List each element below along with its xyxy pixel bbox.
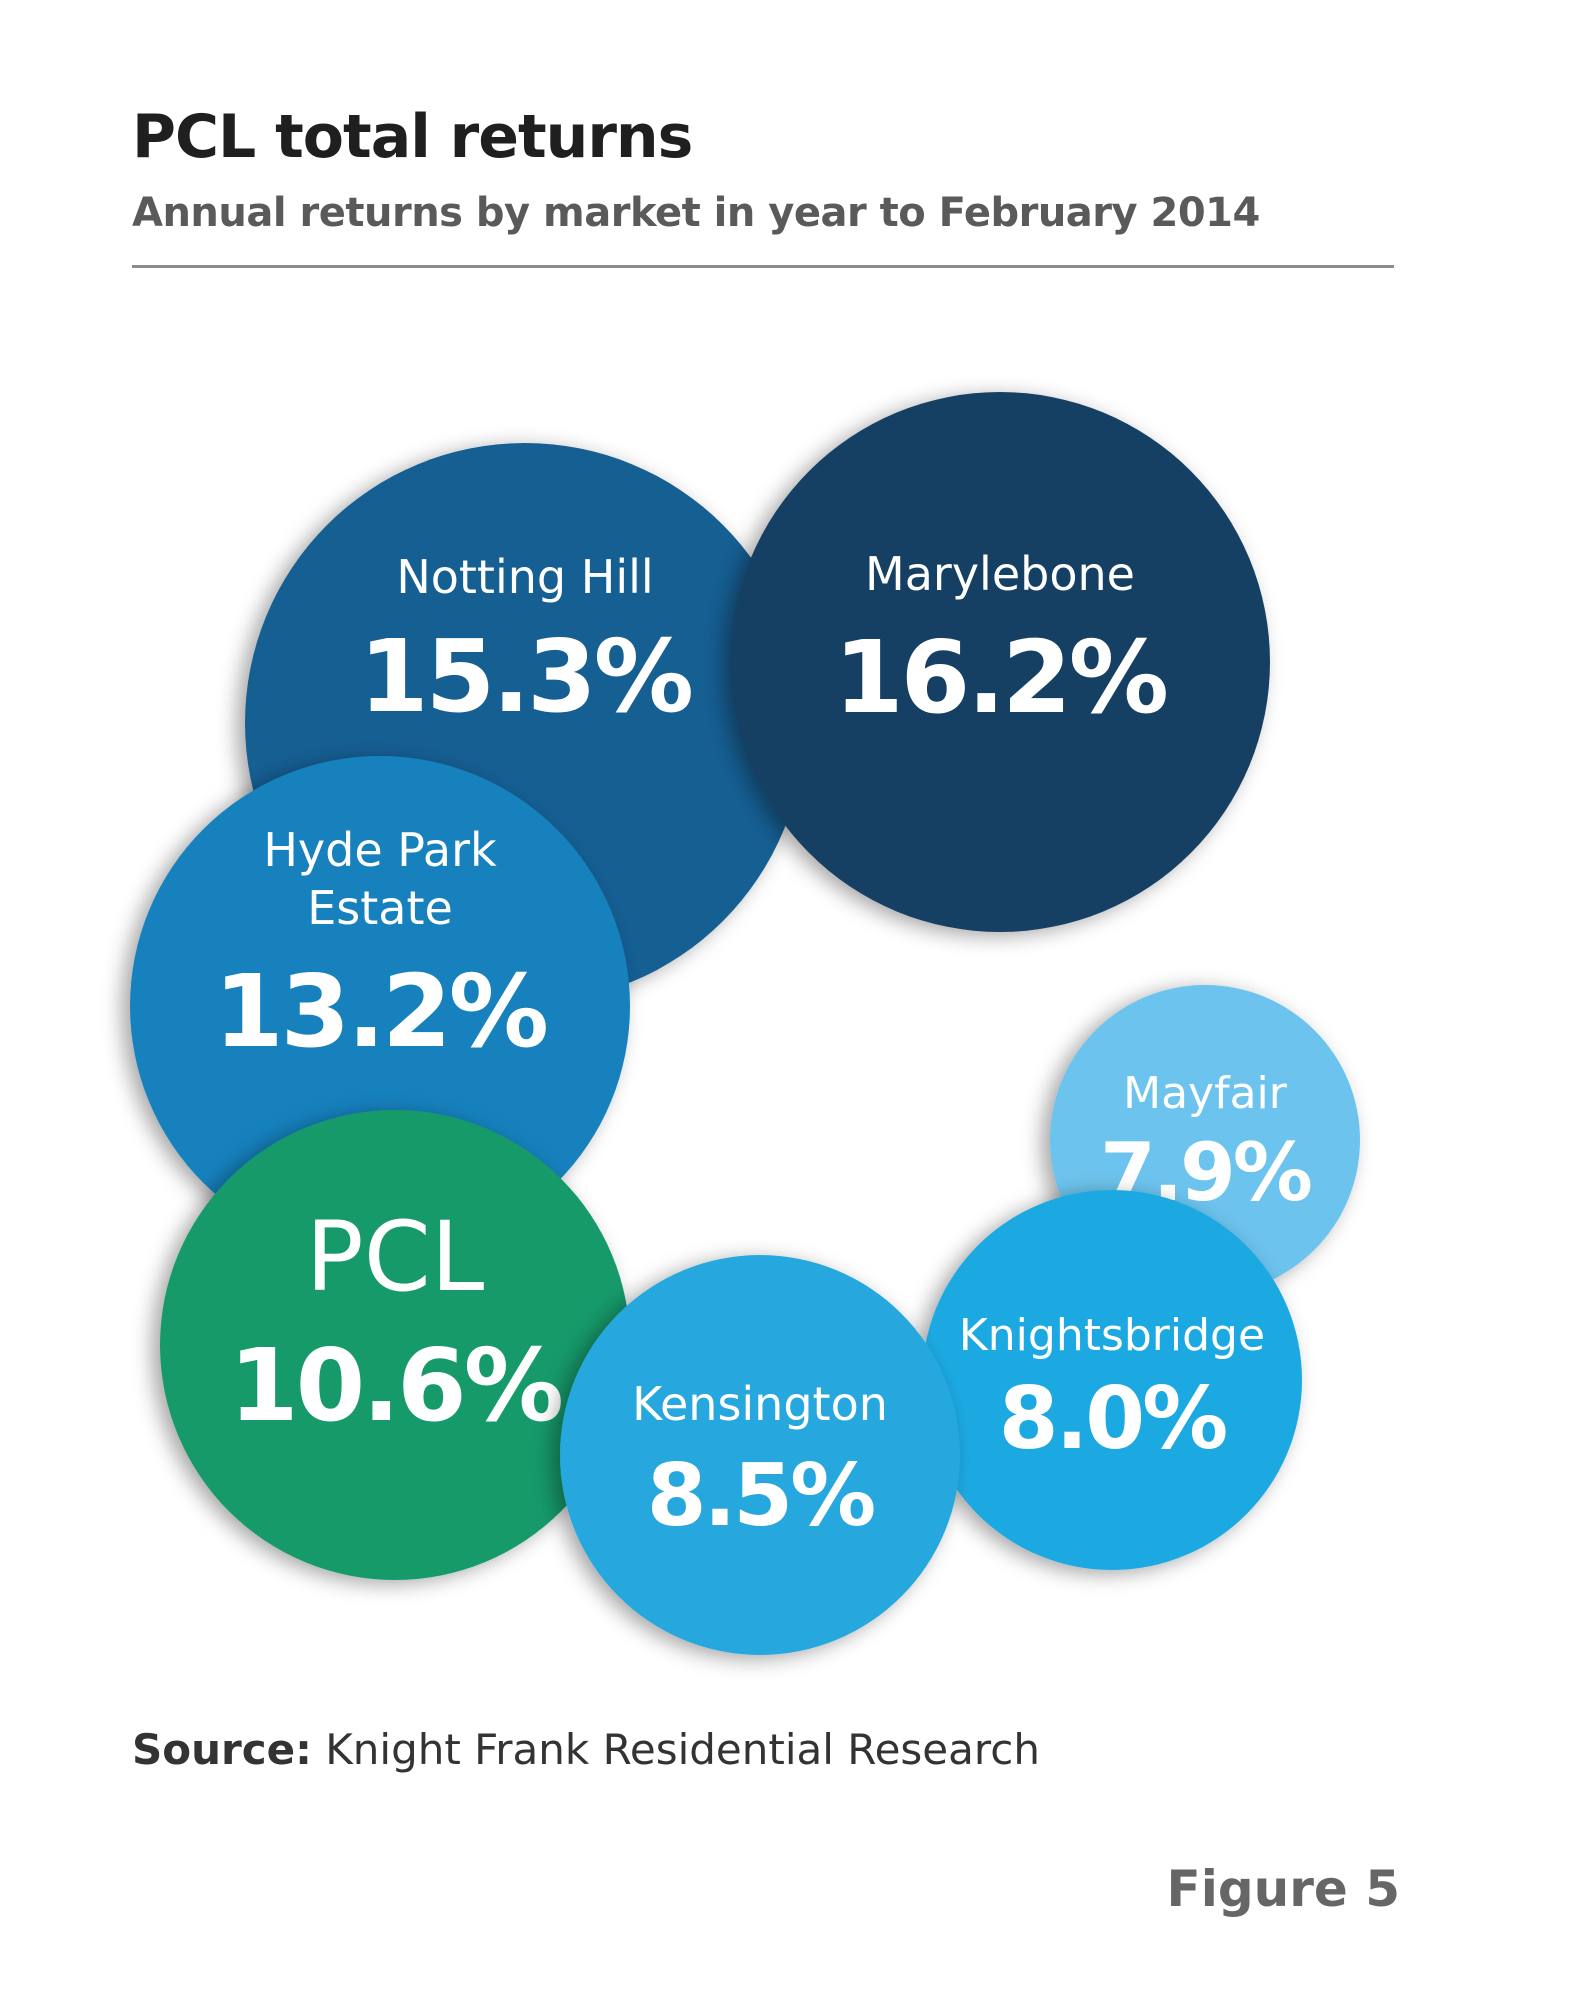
bubble-label-knightsbridge: Knightsbridge [959, 1310, 1265, 1361]
bubble-pcl: PCL 10.6% [160, 1110, 630, 1580]
bubble-kensington: Kensington 8.5% [560, 1255, 960, 1655]
bubble-label-marylebone: Marylebone [865, 547, 1135, 601]
source-text: Knight Frank Residential Research [311, 1725, 1040, 1774]
chart-subtitle: Annual returns by market in year to Febr… [132, 190, 1260, 236]
source-note: Source: Knight Frank Residential Researc… [132, 1725, 1040, 1774]
bubble-label-pcl: PCL [306, 1201, 484, 1313]
bubble-marylebone: Marylebone 16.2% [730, 392, 1270, 932]
bubble-circle-knightsbridge [922, 1190, 1302, 1570]
chart-title: PCL total returns [132, 102, 693, 172]
bubble-circle-pcl [160, 1110, 630, 1580]
bubble-knightsbridge: Knightsbridge 8.0% [922, 1190, 1302, 1570]
bubble-label-hyde-park-estate: Estate [307, 881, 453, 935]
bubble-value-hyde-park-estate: 13.2% [214, 953, 547, 1070]
bubble-value-notting-hill: 15.3% [359, 618, 692, 735]
bubble-circle-kensington [560, 1255, 960, 1655]
figure-label: Figure 5 [1166, 1860, 1400, 1918]
bubble-label-kensington: Kensington [632, 1377, 888, 1431]
bubble-circle-marylebone [730, 392, 1270, 932]
bubble-value-pcl: 10.6% [229, 1327, 562, 1444]
bubble-value-knightsbridge: 8.0% [999, 1369, 1226, 1469]
title-divider [132, 265, 1394, 268]
source-prefix: Source: [132, 1725, 312, 1774]
bubble-value-kensington: 8.5% [647, 1446, 874, 1546]
bubble-value-marylebone: 16.2% [834, 619, 1167, 736]
bubble-label-mayfair: Mayfair [1123, 1068, 1288, 1119]
bubble-circle-hyde-park-estate [130, 756, 630, 1256]
bubble-label-hyde-park-estate: Hyde Park [263, 823, 497, 877]
bubble-label-notting-hill: Notting Hill [396, 550, 653, 604]
